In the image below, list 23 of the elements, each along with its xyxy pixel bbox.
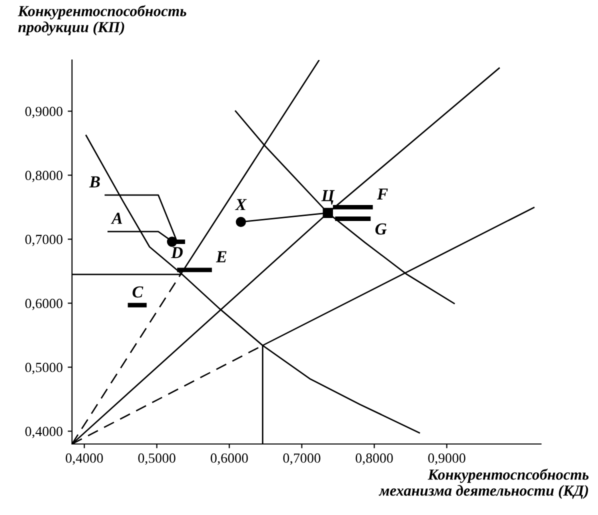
x-tick-label: 0,6000 xyxy=(210,453,248,465)
x-axis-title: Конкурентоспсобность механизма деятельности (КД) xyxy=(378,468,589,499)
y-axis-title: Конкурентоспособность продукции (КП) xyxy=(18,5,186,36)
annotation: E xyxy=(216,251,226,262)
y-tick-label: 0,5000 xyxy=(25,362,62,374)
x-tick-label: 0,5000 xyxy=(138,453,176,465)
x-tick-label: 0,8000 xyxy=(356,453,393,465)
annotation: B xyxy=(89,176,100,188)
y-tick-label: 0,8000 xyxy=(25,170,62,182)
y-tick-label: 0,9000 xyxy=(25,106,62,118)
y-tick-label: 0,4000 xyxy=(25,426,62,438)
annotation: F xyxy=(376,188,388,200)
annotation: Ц xyxy=(321,190,335,205)
annotation: A xyxy=(110,212,122,224)
annotation: C xyxy=(132,286,144,298)
x-tick-label: 0,4000 xyxy=(66,453,103,465)
x-tick-label: 0,9000 xyxy=(428,453,466,465)
x-tick-label: 0,7000 xyxy=(283,453,320,465)
annotation: X xyxy=(234,199,247,210)
annotation: D xyxy=(170,247,183,258)
annotation: G xyxy=(375,223,387,235)
y-tick-label: 0,6000 xyxy=(25,298,62,310)
y-tick-label: 0,7000 xyxy=(25,234,62,246)
